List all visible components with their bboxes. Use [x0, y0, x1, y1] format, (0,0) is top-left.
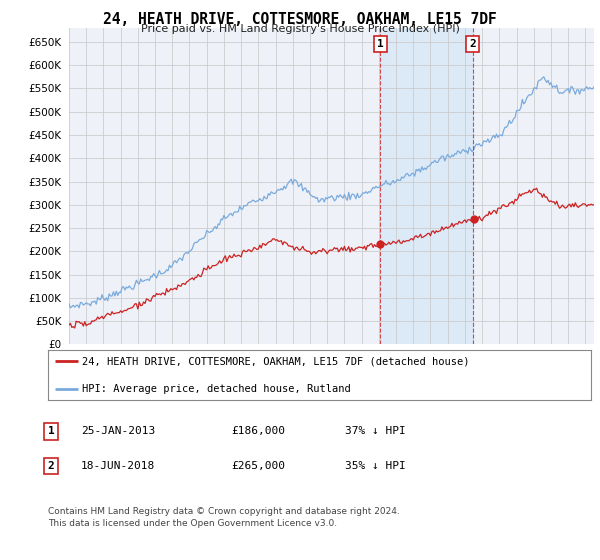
Text: 1: 1: [377, 39, 383, 49]
Text: HPI: Average price, detached house, Rutland: HPI: Average price, detached house, Rutl…: [82, 384, 350, 394]
Text: 35% ↓ HPI: 35% ↓ HPI: [345, 461, 406, 471]
Text: 25-JAN-2013: 25-JAN-2013: [81, 426, 155, 436]
Text: 1: 1: [47, 426, 55, 436]
Text: £265,000: £265,000: [231, 461, 285, 471]
Bar: [380, 28, 473, 344]
Text: 2: 2: [469, 39, 476, 49]
Text: £186,000: £186,000: [231, 426, 285, 436]
Text: Price paid vs. HM Land Registry's House Price Index (HPI): Price paid vs. HM Land Registry's House …: [140, 24, 460, 34]
Text: 24, HEATH DRIVE, COTTESMORE, OAKHAM, LE15 7DF (detached house): 24, HEATH DRIVE, COTTESMORE, OAKHAM, LE1…: [82, 356, 469, 366]
Text: 37% ↓ HPI: 37% ↓ HPI: [345, 426, 406, 436]
Text: 2: 2: [47, 461, 55, 471]
Text: 18-JUN-2018: 18-JUN-2018: [81, 461, 155, 471]
Text: Contains HM Land Registry data © Crown copyright and database right 2024.
This d: Contains HM Land Registry data © Crown c…: [48, 507, 400, 528]
Text: 24, HEATH DRIVE, COTTESMORE, OAKHAM, LE15 7DF: 24, HEATH DRIVE, COTTESMORE, OAKHAM, LE1…: [103, 12, 497, 27]
